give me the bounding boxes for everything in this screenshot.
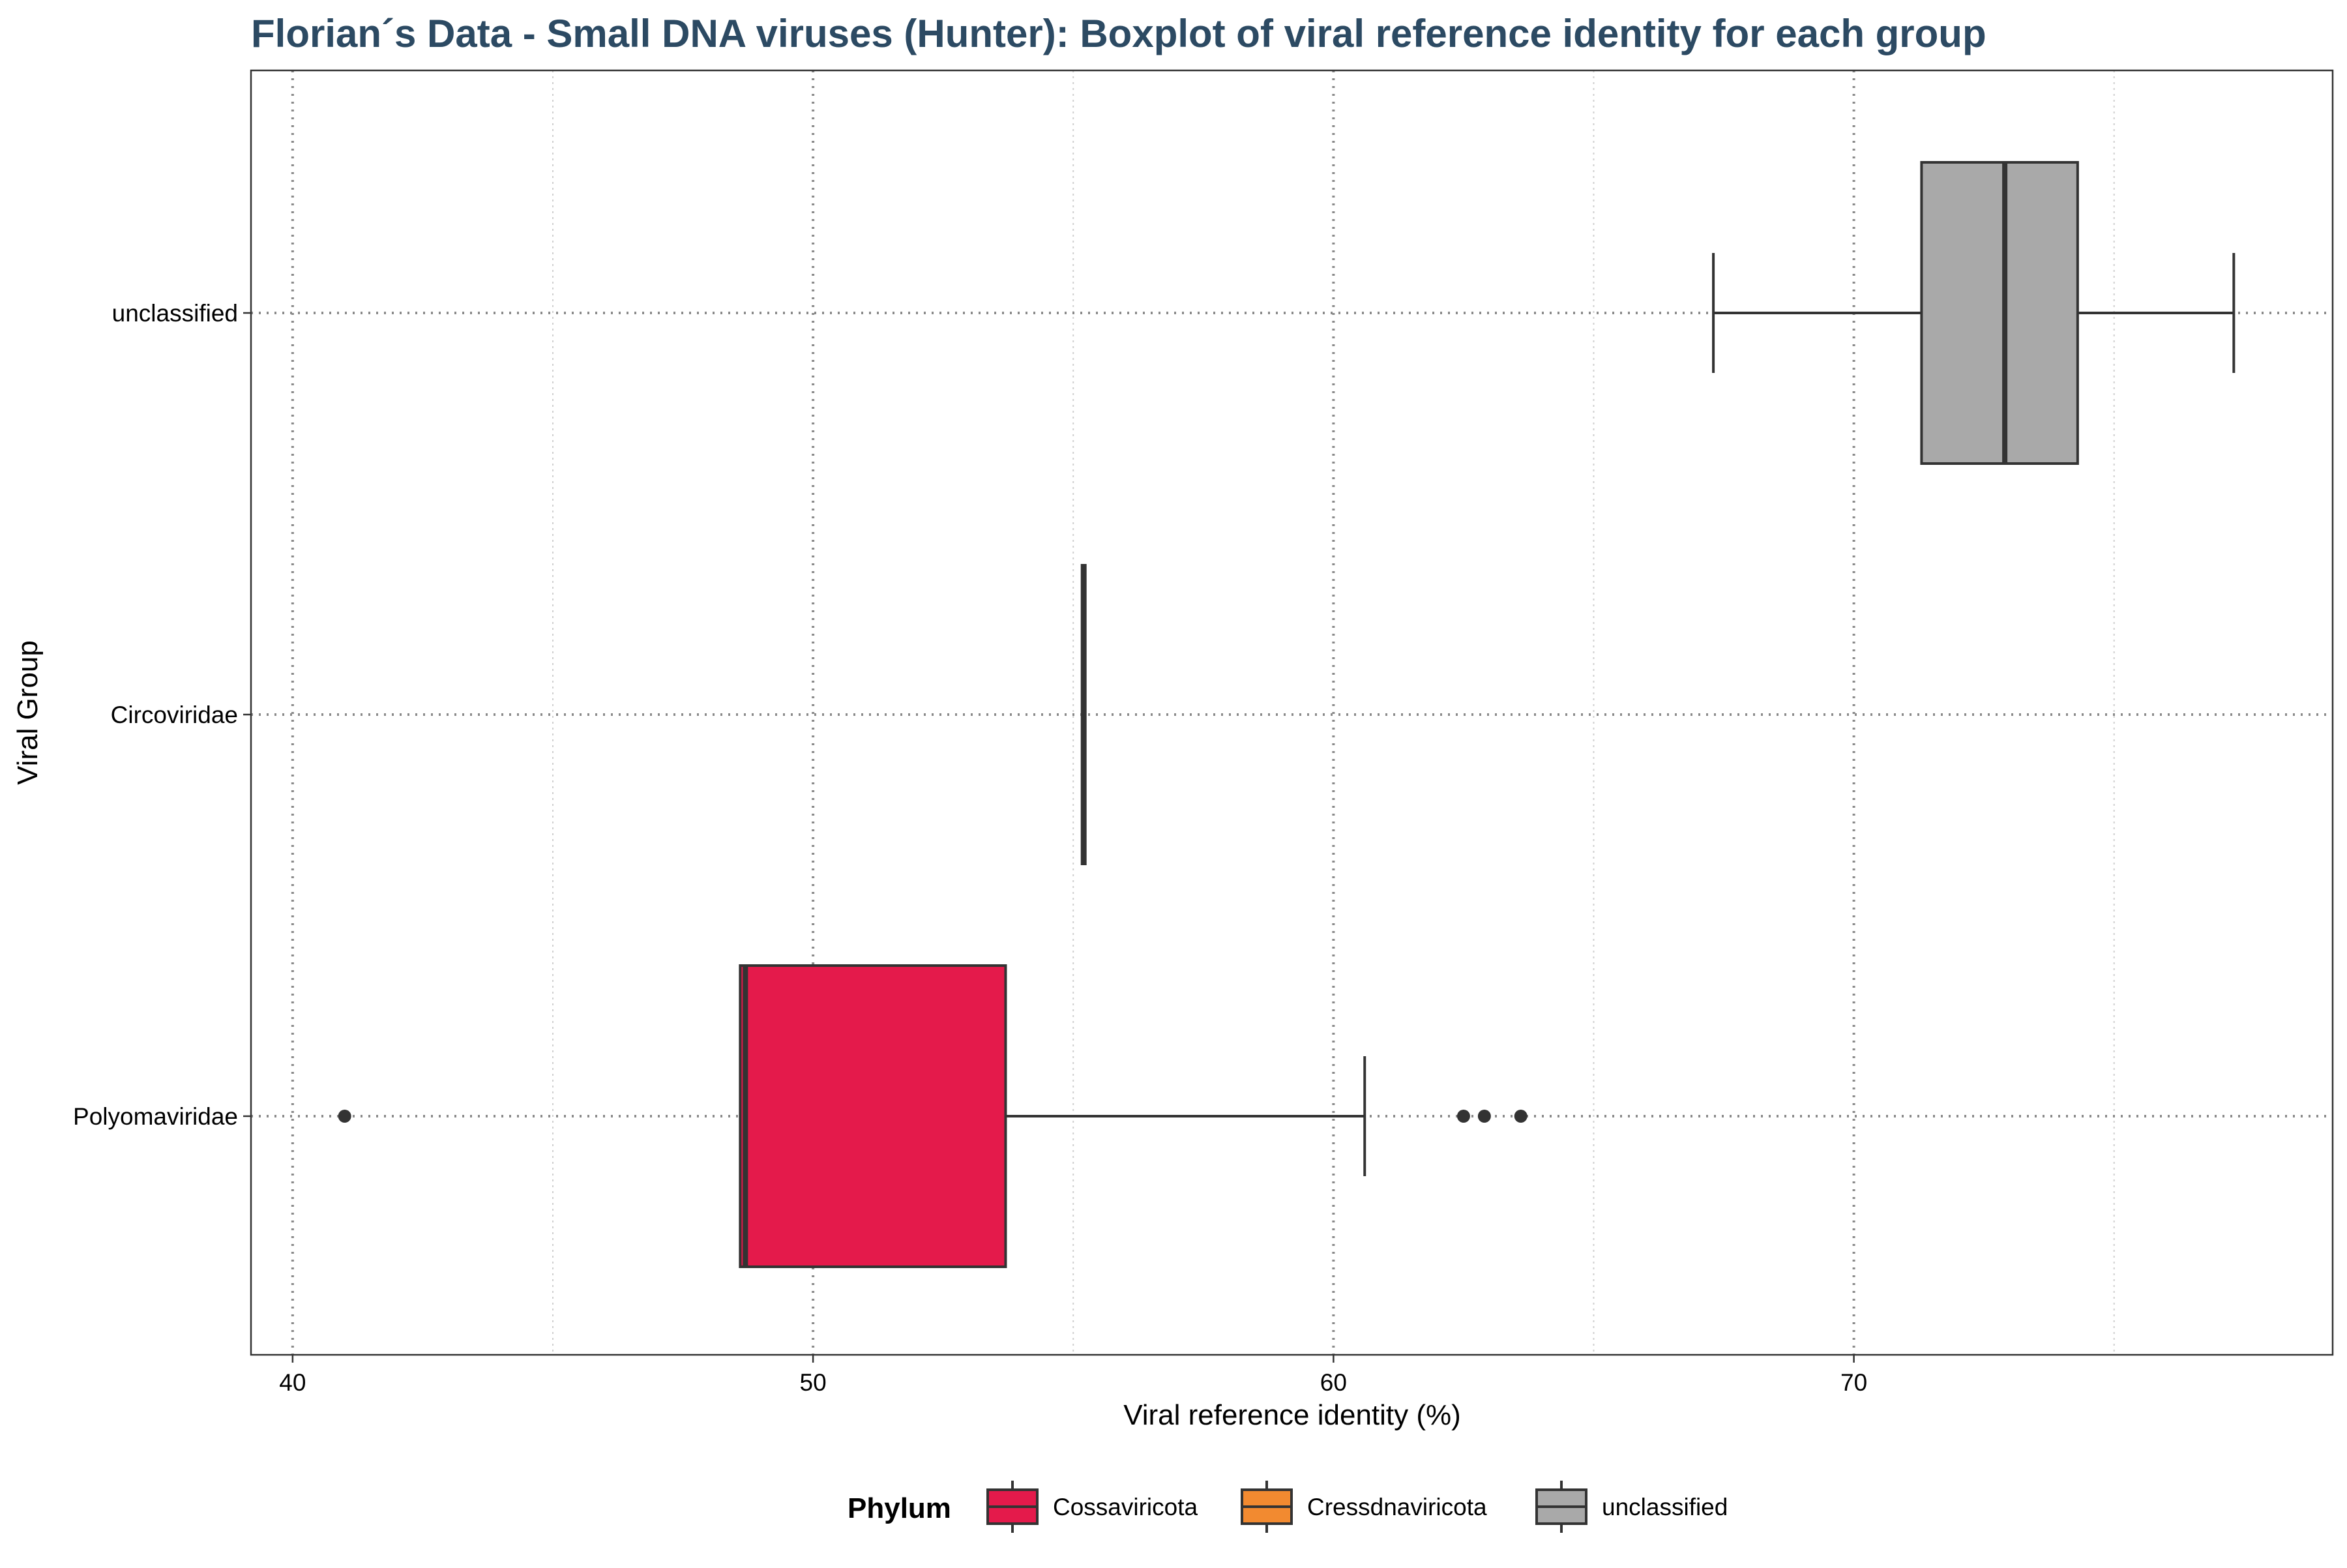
- y-tick-label: Polyomaviridae: [73, 1103, 238, 1130]
- legend-title: Phylum: [848, 1492, 951, 1524]
- y-axis-title: Viral Group: [12, 640, 44, 785]
- y-axis: Polyomaviridae Circoviridae unclassified: [73, 300, 251, 1130]
- legend-item: Cressdnaviricota: [1241, 1481, 1487, 1533]
- legend-label: Cressdnaviricota: [1307, 1494, 1487, 1520]
- plot-panel-border: [250, 69, 2334, 1356]
- box-iqr: [1920, 161, 2079, 465]
- legend-item: unclassified: [1535, 1481, 1728, 1533]
- x-tick-label: 60: [1320, 1369, 1347, 1396]
- outlier-point: [1514, 1110, 1528, 1123]
- legend-item: Cossaviricota: [986, 1481, 1198, 1533]
- legend-label: unclassified: [1602, 1494, 1728, 1520]
- outlier-point: [1477, 1110, 1491, 1123]
- x-tick-label: 40: [279, 1369, 306, 1396]
- outlier-point: [1456, 1110, 1470, 1123]
- x-tick-label: 50: [800, 1369, 827, 1396]
- y-tick-label: Circoviridae: [111, 702, 238, 728]
- legend-items: Cossaviricota Cressdnaviricota unclassifie…: [986, 1481, 1728, 1533]
- y-tick-label: unclassified: [112, 300, 238, 327]
- x-axis-title: Viral reference identity (%): [1123, 1399, 1461, 1431]
- legend: Phylum Cossaviricota Cressdnaviricota uncl…: [848, 1481, 1728, 1533]
- chart-title: Florian´s Data - Small DNA viruses (Hunt…: [251, 12, 1986, 55]
- boxplot-polyomaviridae: [338, 964, 1528, 1268]
- x-axis: 40 50 60 70: [279, 1355, 1867, 1396]
- boxplot-unclassified: [1712, 161, 2236, 465]
- box-iqr: [739, 964, 1007, 1268]
- boxplot-layer: [338, 161, 2236, 1268]
- outlier-point: [338, 1110, 351, 1123]
- x-tick-label: 70: [1840, 1369, 1867, 1396]
- legend-label: Cossaviricota: [1053, 1494, 1198, 1520]
